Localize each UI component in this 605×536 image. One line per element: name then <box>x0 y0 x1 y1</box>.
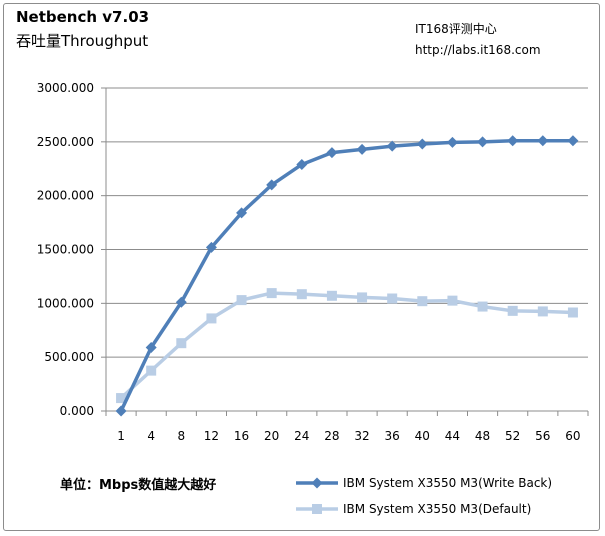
legend-label: IBM System X3550 M3(Default) <box>343 502 531 516</box>
data-point <box>176 338 187 349</box>
data-point <box>326 290 337 301</box>
data-point <box>417 296 428 307</box>
x-tick-label: 48 <box>475 429 490 443</box>
data-point <box>326 147 338 159</box>
y-tick-label: 2000.000 <box>37 189 94 203</box>
x-tick-label: 28 <box>324 429 339 443</box>
data-point <box>416 138 428 150</box>
y-tick-label: 3000.000 <box>37 81 94 95</box>
data-point <box>296 158 308 170</box>
x-tick-label: 52 <box>505 429 520 443</box>
y-tick-label: 2500.000 <box>37 135 94 149</box>
data-point <box>537 135 549 147</box>
data-point <box>507 305 518 316</box>
series-line <box>119 291 574 400</box>
data-point <box>387 293 398 304</box>
data-point <box>386 140 398 152</box>
data-point <box>507 135 519 147</box>
data-point <box>537 306 548 317</box>
data-point <box>312 504 322 514</box>
x-tick-label: 56 <box>535 429 550 443</box>
axes: 0.000 500.000 1000.000 1500.000 2000.000 2500… <box>37 81 589 443</box>
source-name: IT168评测中心 <box>415 22 497 36</box>
data-point <box>446 136 458 148</box>
x-tick-label: 60 <box>565 429 580 443</box>
data-point <box>266 179 278 191</box>
legend-item: IBM System X3550 M3(Write Back) <box>296 476 552 490</box>
series-line <box>119 139 573 412</box>
data-point <box>145 341 157 353</box>
x-tick-label: 4 <box>147 429 155 443</box>
data-point <box>567 307 578 318</box>
x-tick-label: 36 <box>385 429 400 443</box>
x-tick-label: 32 <box>354 429 369 443</box>
data-point <box>477 301 488 312</box>
data-point <box>356 143 368 155</box>
series-default <box>116 288 578 404</box>
data-point <box>296 289 307 300</box>
data-point <box>311 477 323 489</box>
series-lines <box>115 135 579 417</box>
y-tick-label: 1500.000 <box>37 243 94 257</box>
data-point <box>357 292 368 303</box>
x-tick-label: 16 <box>234 429 249 443</box>
data-point <box>447 295 458 306</box>
x-tick-label: 1 <box>117 429 125 443</box>
chart-frame <box>3 3 600 531</box>
x-tick-label: 8 <box>177 429 185 443</box>
data-point <box>206 313 217 324</box>
y-tick-label: 1000.000 <box>37 296 94 310</box>
series-write-back <box>115 135 579 417</box>
gridlines <box>106 87 588 412</box>
x-tick-label: 12 <box>204 429 219 443</box>
legend-item: IBM System X3550 M3(Default) <box>296 502 531 516</box>
data-point <box>146 365 157 376</box>
data-point <box>567 135 579 147</box>
y-tick-label: 500.000 <box>44 350 94 364</box>
chart-title: Netbench v7.03 <box>16 8 150 26</box>
data-point <box>205 241 217 253</box>
y-tick-label: 0.000 <box>60 404 94 418</box>
unit-note: 单位：Mbps数值越大越好 <box>60 478 217 493</box>
data-point <box>477 136 489 148</box>
data-point <box>266 288 277 299</box>
data-point <box>115 405 127 417</box>
legend-label: IBM System X3550 M3(Write Back) <box>343 476 552 490</box>
data-point <box>116 393 127 404</box>
x-tick-label: 20 <box>264 429 279 443</box>
x-tick-label: 44 <box>445 429 460 443</box>
data-point <box>236 207 248 219</box>
x-tick-label: 24 <box>294 429 309 443</box>
source-url: http://labs.it168.com <box>415 43 541 57</box>
legend: IBM System X3550 M3(Write Back) IBM Syste… <box>296 476 552 516</box>
data-point <box>175 296 187 308</box>
chart-subtitle: 吞吐量Throughput <box>16 32 149 50</box>
data-point <box>236 295 247 306</box>
x-tick-label: 40 <box>415 429 430 443</box>
